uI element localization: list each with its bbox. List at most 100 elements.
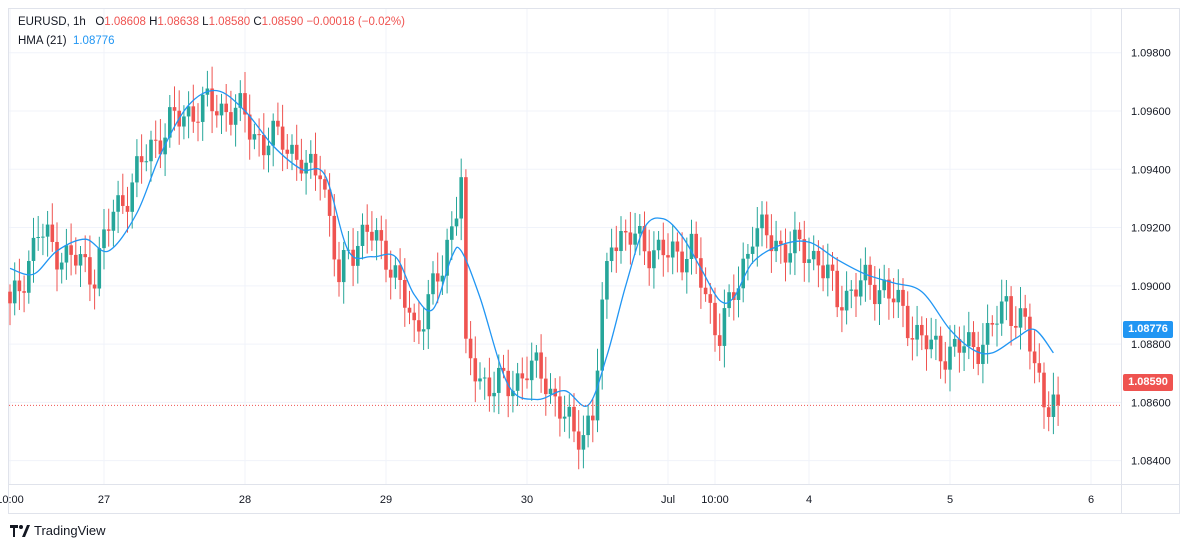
candle-body	[360, 224, 365, 246]
change-value: −0.00018 (−0.02%)	[306, 16, 405, 28]
candle-body	[515, 373, 520, 391]
candle-body	[525, 378, 529, 381]
candle-body	[459, 177, 463, 219]
candle-body	[948, 346, 952, 370]
tradingview-logo[interactable]: TradingView	[10, 523, 106, 538]
candle-body	[454, 218, 459, 227]
candle-body	[407, 307, 412, 313]
candle-body	[694, 233, 698, 259]
candle-body	[727, 292, 731, 309]
candle-body	[652, 250, 656, 269]
candle-body	[417, 320, 421, 332]
candle-body	[882, 279, 886, 291]
y-tick-label: 1.08800	[1131, 339, 1171, 351]
candle-body	[130, 182, 134, 212]
candle-body	[135, 156, 139, 183]
candle-body	[229, 112, 233, 125]
candle-body	[576, 431, 581, 450]
candle-body	[934, 335, 938, 340]
candle-body	[835, 270, 839, 308]
indicator-value: 1.08776	[72, 35, 115, 47]
ohlc-legend: EURUSD, 1h O1.08608 H1.08638 L1.08580 C1…	[18, 16, 405, 28]
candle-body	[55, 241, 59, 270]
hma-line	[9, 89, 1054, 408]
indicator-label: HMA (21)	[18, 35, 67, 47]
candle-body	[685, 259, 689, 273]
candle-body	[219, 103, 224, 116]
low-value: 1.08580	[208, 16, 251, 28]
candle-body	[271, 120, 275, 146]
candle-body	[299, 159, 304, 174]
candle-body	[962, 346, 966, 353]
y-tick-label: 1.08600	[1131, 397, 1171, 409]
candle-body	[69, 245, 73, 255]
candle-body	[294, 144, 299, 160]
tradingview-logo-text: TradingView	[34, 523, 106, 538]
candle-body	[323, 179, 327, 190]
candle-body	[421, 329, 426, 332]
candle-body	[351, 249, 355, 266]
candle-body	[868, 264, 872, 285]
open-value: 1.08608	[104, 16, 146, 28]
candle-body	[642, 226, 647, 252]
close-label: C	[253, 16, 262, 28]
candle-body	[840, 307, 844, 311]
candle-body	[891, 298, 896, 303]
chart-frame[interactable]	[8, 8, 1180, 514]
open-label: O	[95, 16, 105, 28]
candle-body	[722, 308, 727, 346]
x-tick-label: 5	[947, 494, 953, 506]
candle-body	[628, 232, 633, 245]
candle-body	[623, 231, 628, 233]
candle-body	[647, 251, 651, 269]
symbol-label[interactable]: EURUSD	[18, 16, 67, 28]
candle-body	[83, 254, 87, 258]
candle-body	[779, 240, 783, 245]
candle-body	[468, 338, 473, 359]
candle-body	[431, 273, 435, 295]
hma-legend[interactable]: HMA (21) 1.08776	[18, 35, 115, 47]
candle-body	[708, 294, 713, 303]
candle-body	[393, 265, 398, 278]
candle-body	[520, 373, 525, 379]
x-tick-label: 30	[521, 494, 533, 506]
interval-label[interactable]: 1h	[72, 16, 86, 28]
candle-body	[760, 214, 764, 229]
high-label: H	[149, 16, 158, 28]
candle-body	[562, 416, 567, 419]
candle-body	[106, 229, 111, 231]
candle-body	[703, 287, 708, 295]
candle-body	[17, 280, 22, 292]
candle-body	[210, 88, 214, 112]
candle-body	[732, 292, 736, 300]
candle-body	[826, 264, 830, 279]
x-tick-label: 10:00	[0, 494, 24, 506]
candle-body	[638, 226, 642, 234]
candle-body	[379, 230, 384, 241]
candle-body	[45, 224, 50, 237]
candle-body	[595, 370, 600, 421]
tradingview-logo-icon	[10, 524, 30, 537]
candle-body	[243, 93, 247, 115]
candle-body	[896, 289, 901, 303]
candle-body	[1042, 372, 1046, 408]
candle-body	[182, 116, 186, 127]
candle-body	[797, 229, 802, 240]
candle-body	[332, 215, 337, 260]
hma-series	[9, 89, 1054, 408]
x-tick-label: 4	[806, 494, 812, 506]
candle-body	[50, 224, 55, 242]
candle-body	[952, 338, 957, 347]
candle-body	[153, 139, 158, 141]
candle-body	[78, 254, 83, 266]
y-tick-label: 1.09200	[1131, 223, 1171, 235]
y-tick-label: 1.08400	[1131, 456, 1171, 468]
candle-body	[675, 241, 680, 252]
candle-body	[821, 265, 825, 279]
x-tick-label: 29	[380, 494, 392, 506]
candle-body	[412, 312, 416, 321]
candle-body	[788, 253, 792, 263]
candle-body	[750, 246, 755, 254]
candle-body	[64, 245, 69, 263]
